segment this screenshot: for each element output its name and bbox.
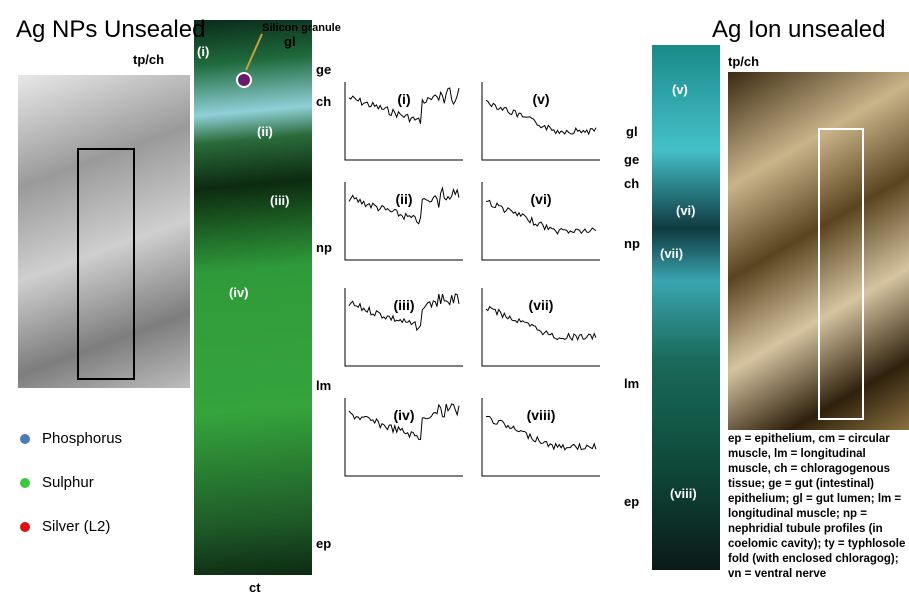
side-label: ch [624,176,639,191]
legend-label: Phosphorus [42,430,122,447]
side-label: ch [316,94,331,109]
legend-swatch [20,478,30,488]
bottom-label: ct [249,580,261,595]
legend-label: Silver (L2) [42,518,110,535]
legend-swatch [20,434,30,444]
title: Ag Ion unsealed [712,16,885,44]
annotation: Silicon granule [262,22,341,34]
map-label: (v) [672,82,688,97]
side-label: lm [316,378,331,393]
image-label: tp/ch [728,54,759,69]
title: Ag NPs Unsealed [16,16,205,44]
label: gl [284,34,296,49]
legend-label: Sulphur [42,474,94,491]
plot-label: (i) [397,91,410,107]
image-label: tp/ch [133,52,164,67]
side-label: ge [316,62,331,77]
map-label: (vii) [660,246,683,261]
figure: (i) (v) (ii) (vi) (iii) (vii) (iv) (viii) Ag NP… [0,0,909,603]
plot-label: (vi) [531,191,552,207]
side-label: np [316,240,332,255]
plot-label: (vii) [529,297,554,313]
legend-swatch [20,522,30,532]
map-label: (vi) [676,203,696,218]
side-label: lm [624,376,639,391]
plot-label: (iii) [394,297,415,313]
side-label: np [624,236,640,251]
plot-label: (viii) [527,407,556,423]
map-label: (ii) [257,124,273,139]
map-label: (viii) [670,486,697,501]
arrow [246,34,262,70]
map-label: (iii) [270,193,290,208]
map-label: (iv) [229,285,249,300]
plot-label: (ii) [395,191,412,207]
side-label: gl [626,124,638,139]
side-label: ep [624,494,639,509]
caption: ep = epithelium, cm = circular muscle, l… [728,432,909,603]
map-label: (i) [197,44,209,59]
side-label: ep [316,536,331,551]
plot-label: (iv) [394,407,415,423]
side-label: ge [624,152,639,167]
plot-label: (v) [532,91,549,107]
